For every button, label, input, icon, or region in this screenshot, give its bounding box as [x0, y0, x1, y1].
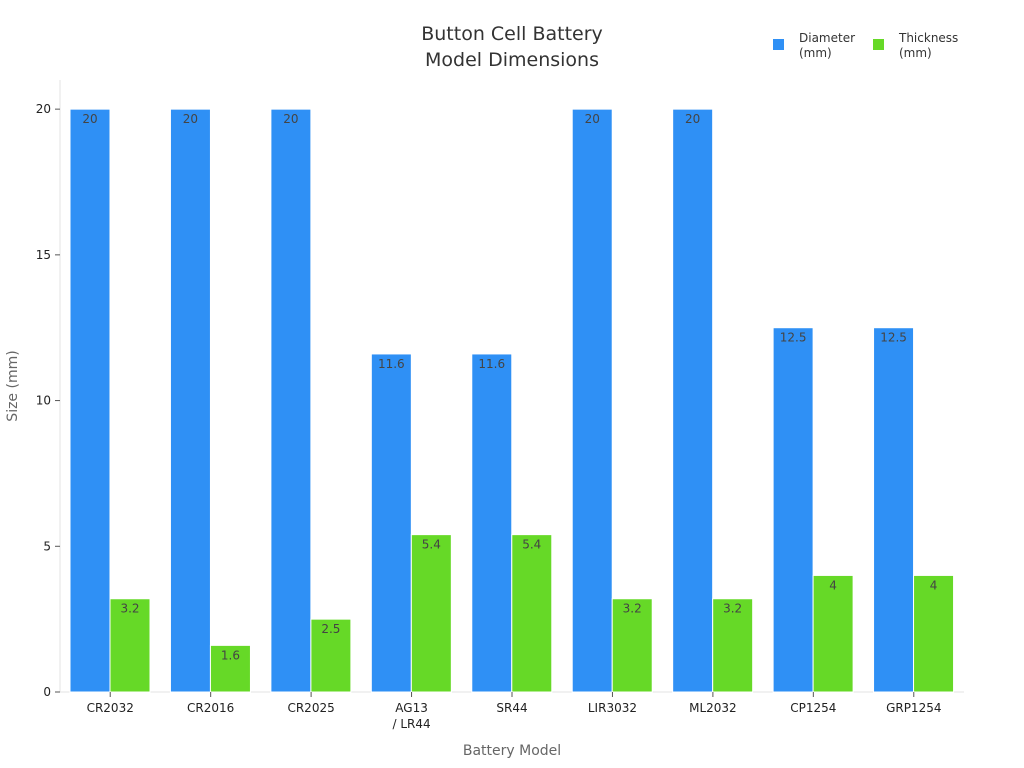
bar-diameter [270, 108, 312, 693]
bar-diameter [873, 327, 915, 693]
chart-legend: Diameter (mm) Thickness (mm) [773, 31, 958, 60]
data-label-thickness: 3.2 [623, 602, 642, 616]
x-axis-title: Battery Model [463, 743, 561, 759]
bar-thickness [511, 534, 553, 693]
y-tick-label: 5 [43, 539, 51, 553]
bar-diameter [571, 108, 613, 693]
data-label-diameter: 20 [283, 112, 298, 126]
y-tick-label: 10 [36, 394, 51, 408]
data-label-thickness: 2.5 [321, 622, 340, 636]
data-label-thickness: 5.4 [522, 538, 541, 552]
data-label-thickness: 5.4 [422, 538, 441, 552]
x-tick-label: CR2016 [187, 701, 234, 715]
data-label-diameter: 20 [82, 112, 97, 126]
bar-diameter [772, 327, 814, 693]
bar-thickness [712, 598, 754, 693]
x-tick-label: CR2025 [287, 701, 334, 715]
x-tick-label: ML2032 [689, 701, 737, 715]
bar-thickness [410, 534, 452, 693]
bar-thickness [209, 644, 251, 693]
data-label-diameter: 12.5 [780, 331, 807, 345]
x-tick-label: LIR3032 [588, 701, 637, 715]
chart-title-line-2: Model Dimensions [425, 49, 599, 71]
data-label-thickness: 3.2 [120, 602, 139, 616]
bar-diameter [69, 108, 111, 693]
bar-thickness [310, 618, 352, 693]
y-tick-label: 15 [36, 248, 51, 262]
data-label-diameter: 12.5 [880, 331, 907, 345]
chart-title-line-1: Button Cell Battery [421, 23, 603, 45]
legend-swatch-thickness [873, 39, 884, 50]
data-label-diameter: 11.6 [378, 357, 405, 371]
bar-diameter [672, 108, 714, 693]
x-tick-label: SR44 [496, 701, 527, 715]
data-label-thickness: 1.6 [221, 648, 240, 662]
bar-thickness [812, 574, 854, 693]
y-tick-label: 20 [36, 102, 51, 116]
legend-label-diameter-line-2: (mm) [799, 46, 832, 60]
bar-thickness [611, 598, 653, 693]
x-tick-label: GRP1254 [886, 701, 941, 715]
data-label-diameter: 20 [685, 112, 700, 126]
legend-label-diameter-line-1: Diameter [799, 31, 855, 45]
legend-swatch-diameter [773, 39, 784, 50]
data-label-diameter: 20 [183, 112, 198, 126]
data-label-thickness: 3.2 [723, 602, 742, 616]
x-tick-label: / LR44 [392, 717, 430, 731]
x-tick-label: AG13 [395, 701, 428, 715]
plot-area: 0 5 10 15 20 20 3.2 CR2032 20 1.6 CR2016 20 2.5 CR202… [36, 80, 964, 731]
y-tick-label: 0 [43, 685, 51, 699]
bar-thickness [109, 598, 151, 693]
bar-thickness [913, 574, 955, 693]
x-tick-label: CP1254 [790, 701, 836, 715]
data-label-thickness: 4 [829, 578, 837, 592]
legend-label-thickness-line-2: (mm) [899, 46, 932, 60]
bar-diameter [471, 353, 513, 693]
legend-label-thickness-line-1: Thickness [898, 31, 958, 45]
data-label-diameter: 20 [585, 112, 600, 126]
data-label-thickness: 4 [930, 578, 938, 592]
data-label-diameter: 11.6 [478, 357, 505, 371]
bar-diameter [370, 353, 412, 693]
y-axis-title: Size (mm) [5, 350, 21, 421]
bar-diameter [169, 108, 211, 693]
x-tick-label: CR2032 [87, 701, 134, 715]
